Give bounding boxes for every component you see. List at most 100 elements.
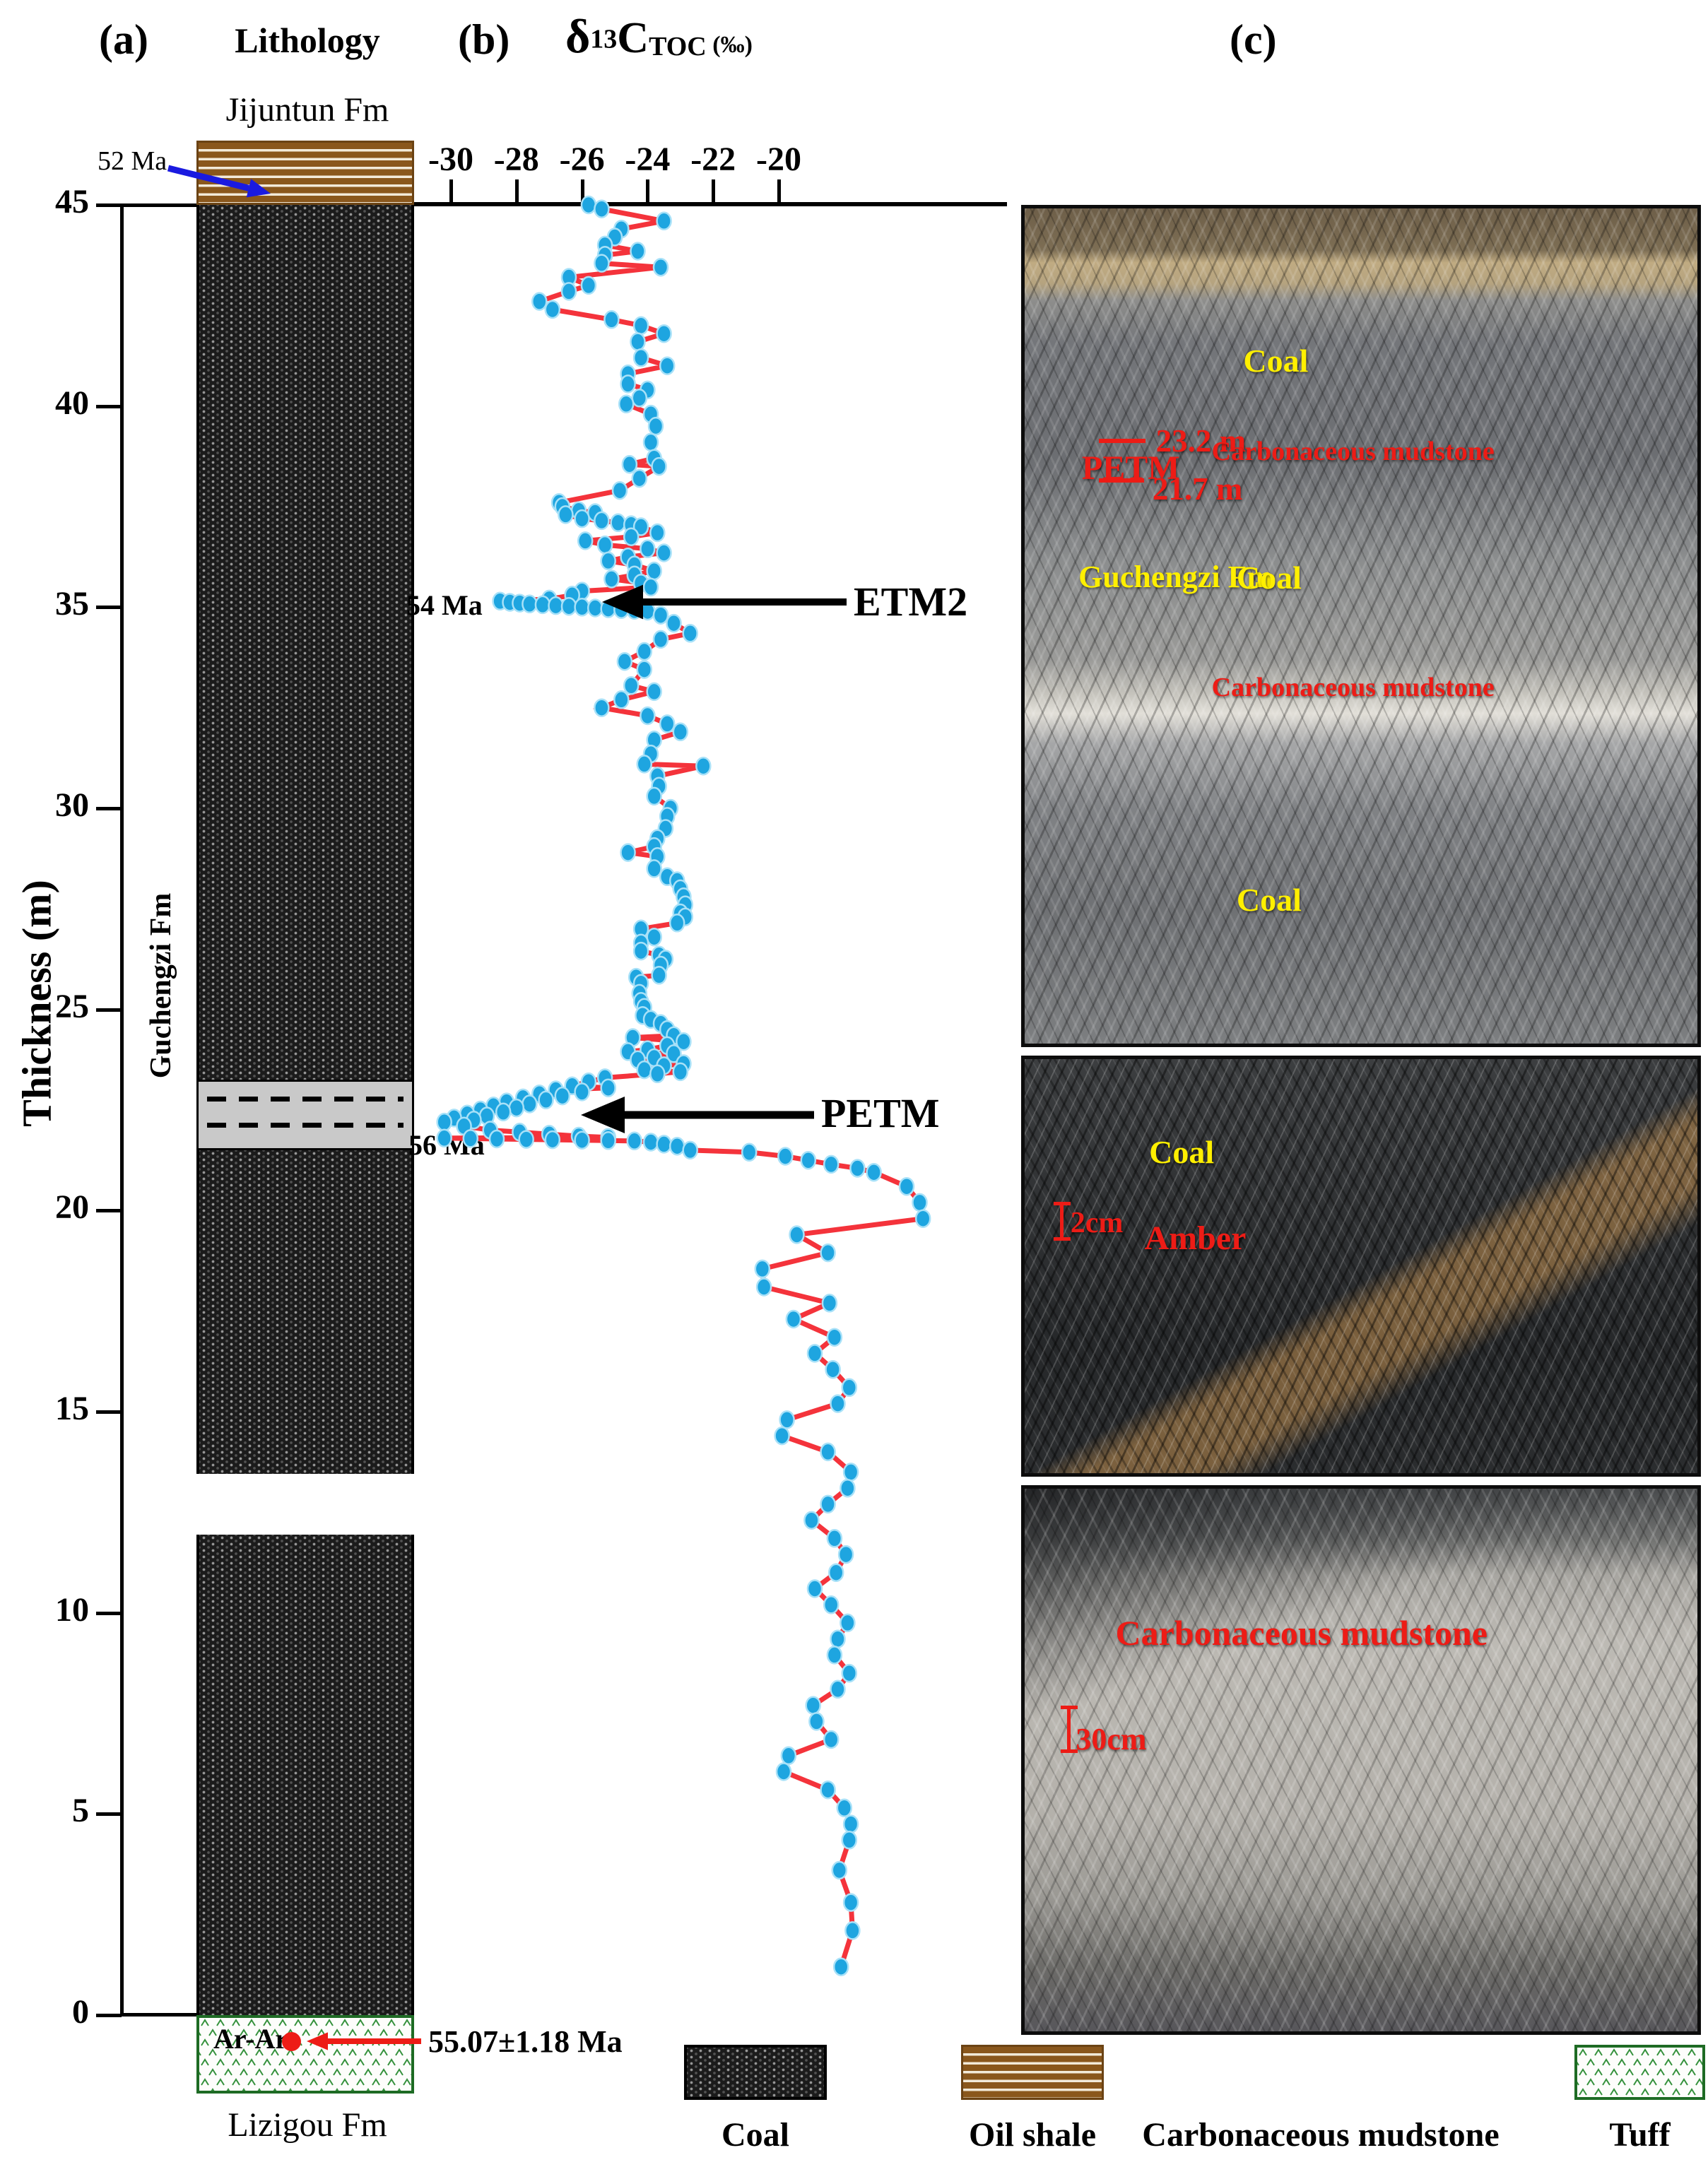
permil-unit: [707, 32, 713, 58]
data-point: [596, 535, 613, 555]
lithology-title: Lithology: [235, 20, 380, 60]
data-point: [621, 454, 638, 474]
data-point: [495, 1102, 512, 1122]
mudstone-dashes: [207, 1123, 404, 1128]
data-point: [613, 219, 630, 239]
data-point: [558, 505, 574, 524]
legend-label: Carbonaceous mudstone: [1142, 2116, 1500, 2154]
data-point: [498, 1092, 515, 1111]
outcrop-photo-overview: Coal 23.2 m PETM Carbonaceous mudstone 21.7 …: [1021, 205, 1701, 1047]
data-point: [606, 228, 623, 247]
thickness-tick: [96, 2013, 122, 2017]
data-point: [659, 1020, 676, 1039]
data-point: [789, 1225, 805, 1244]
data-point: [603, 310, 620, 329]
data-point: [600, 1128, 616, 1147]
data-point: [610, 513, 626, 533]
data-point: [580, 276, 597, 295]
data-point: [466, 1110, 482, 1130]
data-point: [677, 895, 694, 914]
lithology-column: [0, 0, 1708, 2094]
data-point: [651, 945, 667, 965]
data-point: [841, 1663, 858, 1683]
thickness-tick: [96, 1611, 122, 1615]
data-point: [642, 577, 659, 597]
panel-b-label: (b): [458, 16, 510, 63]
axis-bottom-connector: [120, 2013, 196, 2017]
data-point: [632, 933, 649, 952]
delta13c-tick-label: -22: [690, 141, 736, 178]
data-point: [646, 837, 662, 856]
photo-label-23-2-m: 23.2 m: [1155, 423, 1247, 459]
panel-c-label: (c): [1230, 16, 1277, 63]
data-point: [596, 245, 613, 265]
data-point: [842, 1893, 859, 1912]
data-point: [826, 1529, 843, 1548]
data-point: [672, 1062, 689, 1082]
data-point: [652, 955, 669, 975]
data-point: [656, 1135, 672, 1154]
data-point: [823, 1155, 840, 1174]
data-point: [632, 348, 649, 367]
etm2-annotation: ETM2: [854, 579, 968, 625]
data-point: [564, 1076, 580, 1096]
data-point: [755, 1277, 772, 1297]
thickness-axis: [120, 203, 124, 2017]
data-point: [626, 601, 643, 620]
data-point: [632, 992, 649, 1011]
data-point: [534, 595, 551, 615]
thickness-tick-label: 35: [55, 585, 89, 623]
data-point: [840, 1613, 856, 1633]
data-point: [652, 606, 669, 625]
delta13c-tick: [449, 179, 453, 203]
data-point: [642, 404, 659, 424]
tuff-pattern: [1577, 2048, 1702, 2096]
data-point: [492, 591, 508, 611]
data-point: [594, 511, 610, 531]
data-point: [618, 394, 635, 414]
data-point: [646, 730, 662, 750]
data-point: [669, 871, 685, 890]
data-point: [656, 1056, 672, 1075]
data-point: [779, 1410, 795, 1429]
data-point: [630, 242, 646, 261]
data-point: [620, 547, 636, 567]
data-point: [642, 432, 659, 452]
arar-method-label: Ar-Ar: [213, 2023, 288, 2055]
age-54ma-label: 54 Ma: [406, 589, 483, 621]
data-point: [544, 300, 561, 319]
data-point: [594, 698, 610, 717]
data-point: [830, 1679, 846, 1699]
data-point: [821, 1294, 838, 1313]
data-point: [754, 1259, 771, 1279]
data-point: [531, 292, 548, 311]
data-point: [656, 543, 672, 562]
data-point: [676, 887, 692, 907]
data-point: [631, 984, 648, 1003]
data-point: [741, 1142, 758, 1162]
thickness-tick-label: 5: [72, 1792, 89, 1830]
photo-label-coal: Coal: [1243, 343, 1309, 379]
thickness-tick-label: 25: [55, 987, 89, 1025]
data-point: [677, 907, 694, 926]
data-point: [647, 416, 664, 436]
data-point: [512, 1123, 528, 1142]
data-point: [632, 919, 649, 939]
element-c: C: [617, 14, 649, 62]
data-point: [635, 1005, 651, 1025]
photo-label-coal: Coal: [1236, 881, 1302, 918]
delta13c-tick: [646, 179, 650, 203]
data-point: [640, 1040, 656, 1059]
data-point: [841, 1378, 858, 1398]
data-point: [485, 1097, 502, 1116]
data-point: [630, 1050, 646, 1070]
data-point: [616, 651, 633, 671]
petm-annotation: PETM: [821, 1090, 940, 1136]
delta13c-tick-label: -30: [428, 141, 473, 178]
legend-swatch-oil-shale: [961, 2045, 1104, 2100]
thickness-tick-label: 30: [55, 786, 89, 824]
delta13c-curve: [443, 202, 926, 1968]
data-point: [580, 1072, 597, 1092]
data-point: [574, 581, 590, 601]
data-point: [518, 1130, 534, 1149]
